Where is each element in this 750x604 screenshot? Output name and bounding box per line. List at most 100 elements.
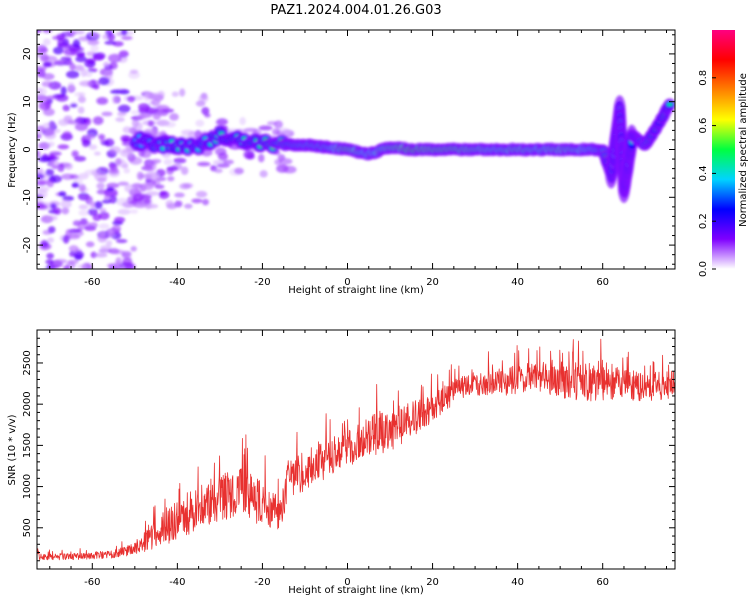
spectrogram-y-axis: -20 -10 0 10 20 [22, 34, 675, 265]
snr-x-axis: -60 -40 -20 0 20 40 60 [49, 330, 667, 588]
noise-blob [239, 117, 246, 126]
x-tick-label: -20 [254, 577, 270, 588]
noise-blob [105, 240, 113, 247]
noise-blob [167, 175, 175, 182]
noise-blob [67, 259, 79, 264]
noise-blob [110, 89, 123, 95]
noise-blob [71, 182, 79, 187]
colorbar-tick-label: 0.0 [698, 261, 709, 277]
noise-blob [46, 252, 55, 260]
noise-blob [104, 71, 113, 80]
noise-blob [67, 119, 79, 125]
snr-line [37, 338, 675, 561]
noise-blob [130, 110, 140, 115]
noise-blob [71, 150, 79, 158]
noise-blob [61, 207, 70, 215]
noise-blob [45, 95, 58, 100]
noise-blob [98, 211, 110, 220]
x-tick-label: 20 [426, 577, 439, 588]
noise-blob [117, 181, 129, 186]
noise-blob [115, 117, 125, 122]
noise-blob [100, 245, 112, 251]
noise-blob [74, 254, 83, 261]
ridge-core [666, 102, 673, 107]
noise-blob [78, 92, 86, 97]
noise-blob [179, 88, 186, 97]
x-tick-label: -40 [169, 577, 185, 588]
colorbar-tick-label: 0.2 [698, 213, 709, 229]
noise-blob [272, 128, 281, 136]
noise-blob [108, 195, 118, 204]
noise-blob [70, 47, 78, 56]
noise-blob [103, 61, 110, 68]
noise-blob [109, 163, 118, 172]
noise-blob [57, 118, 69, 127]
noise-blob [101, 111, 113, 117]
noise-blob [129, 69, 139, 74]
noise-blob [87, 208, 98, 216]
noise-blob [130, 246, 137, 252]
y-tick-label: 1000 [22, 474, 33, 499]
x-tick-label: 0 [344, 577, 350, 588]
noise-blob [90, 251, 97, 259]
noise-blob [76, 264, 86, 269]
noise-blob [138, 112, 151, 119]
noise-blob [99, 207, 107, 213]
noise-blob [60, 86, 67, 96]
x-tick-label: 60 [596, 577, 609, 588]
spectrogram-panel: -60 -40 -20 0 20 40 60 -20 -10 0 10 20 Height of s… [7, 29, 676, 296]
noise-blob [98, 223, 110, 230]
noise-blob [69, 62, 76, 71]
noise-blob [144, 107, 159, 114]
noise-blob [117, 104, 131, 113]
noise-blob [92, 54, 105, 61]
y-tick-label: 0 [22, 146, 33, 152]
noise-blob [68, 245, 79, 253]
x-tick-label: -20 [254, 277, 270, 288]
noise-blob [101, 199, 112, 204]
noise-blob [80, 68, 88, 78]
x-tick-label: 60 [596, 277, 609, 288]
noise-blob [107, 33, 116, 41]
noise-blob [234, 167, 245, 175]
noise-blob [79, 184, 86, 192]
noise-blob [151, 158, 162, 164]
noise-blob [117, 208, 131, 215]
spectrogram-x-label: Height of straight line (km) [288, 285, 424, 296]
noise-blob [44, 131, 57, 140]
snr-series [37, 338, 675, 561]
noise-blob [90, 168, 101, 177]
noise-blob [85, 71, 93, 78]
noise-blob [62, 104, 71, 112]
noise-blob [166, 165, 179, 172]
noise-blob [47, 237, 55, 243]
noise-blob [134, 121, 143, 131]
noise-blob [104, 138, 115, 147]
noise-blob [92, 116, 104, 125]
noise-blob [195, 190, 208, 198]
noise-blob [38, 141, 51, 150]
noise-blob [68, 228, 82, 233]
noise-blob [67, 81, 75, 91]
noise-blob [163, 158, 173, 166]
noise-blob [130, 209, 139, 214]
y-tick-label: 10 [22, 95, 33, 108]
noise-blob [223, 159, 234, 165]
y-tick-label: 2000 [22, 391, 33, 416]
noise-blob [60, 56, 72, 61]
noise-blob [57, 38, 65, 47]
spectrogram-heatmap [37, 30, 675, 269]
noise-blob [96, 182, 105, 190]
noise-blob [136, 193, 147, 198]
noise-blob [97, 233, 108, 243]
noise-blob [197, 161, 211, 167]
noise-blob [165, 200, 174, 208]
noise-blob [122, 126, 132, 134]
noise-blob [145, 191, 160, 197]
noise-blob [121, 35, 133, 41]
noise-blob [147, 120, 154, 127]
noise-blob [45, 168, 55, 176]
noise-blob [50, 203, 57, 210]
noise-blob [111, 224, 122, 233]
